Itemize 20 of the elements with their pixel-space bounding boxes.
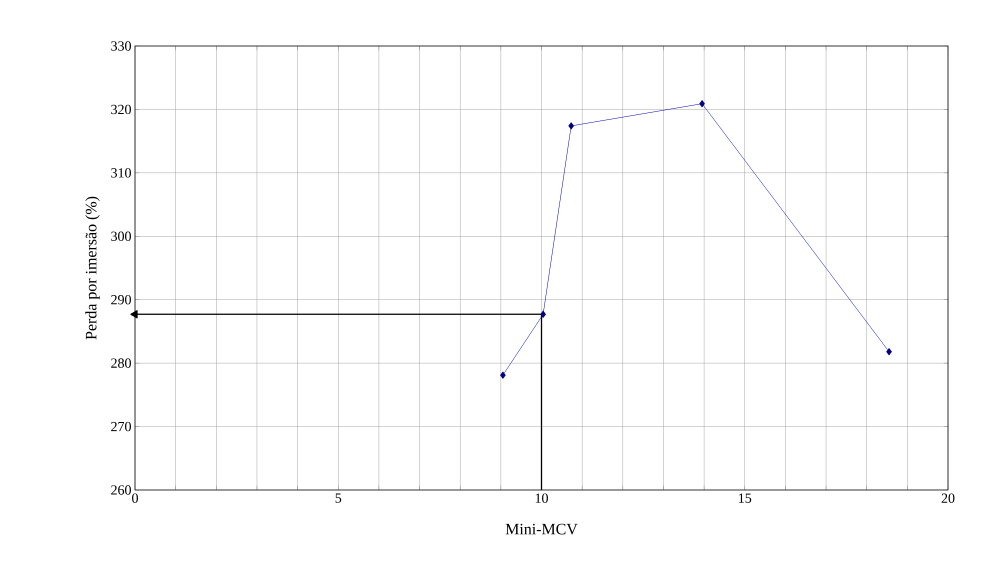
point — [568, 122, 574, 130]
point — [886, 348, 892, 356]
x-tick-label: 20 — [942, 494, 954, 503]
y-tick-label: 280 — [111, 358, 131, 368]
y-tick-label: 300 — [111, 232, 131, 241]
y-tick-label: 270 — [111, 422, 131, 432]
y-axis-title: Perda por imersão (%) — [85, 196, 100, 340]
y-tick-label: 260 — [111, 485, 131, 495]
y-tick-label: 310 — [111, 168, 131, 178]
y-tick-label: 320 — [111, 104, 131, 114]
x-tick-label: 10 — [536, 494, 548, 503]
y-tick-label: 290 — [111, 294, 131, 304]
point — [540, 310, 546, 318]
point — [699, 100, 705, 108]
x-tick-label: 0 — [132, 494, 138, 503]
y-tick-label: 330 — [111, 41, 131, 51]
x-axis-title: Mini-MCV — [506, 524, 578, 535]
x-tick-label: 5 — [336, 494, 342, 503]
x-tick-label: 15 — [739, 493, 752, 503]
point — [500, 371, 506, 379]
